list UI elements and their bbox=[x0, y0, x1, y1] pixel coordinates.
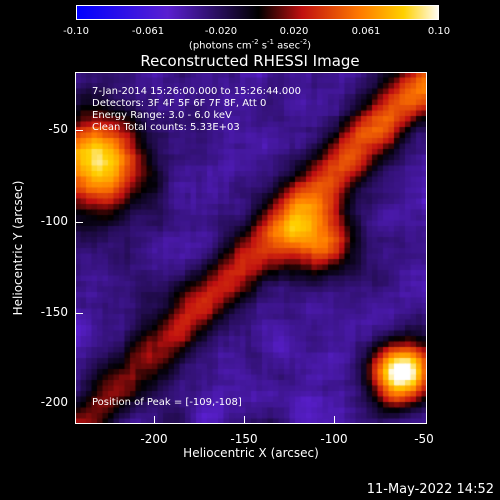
x-tick-mark bbox=[334, 416, 335, 424]
heatmap-image[interactable] bbox=[75, 72, 427, 424]
x-tick-label: -100 bbox=[320, 432, 348, 446]
y-tick-mark bbox=[75, 222, 83, 223]
x-tick-label: -200 bbox=[140, 432, 168, 446]
timestamp: 11-May-2022 14:52 bbox=[366, 482, 494, 497]
annotation-time-range: 7-Jan-2014 15:26:00.000 to 15:26:44.000 bbox=[92, 86, 301, 97]
annotation-energy-range: Energy Range: 3.0 - 6.0 keV bbox=[92, 110, 232, 121]
annotation-total-counts: Clean Total counts: 5.33E+03 bbox=[92, 122, 240, 133]
x-tick-mark bbox=[154, 416, 155, 424]
colorbar-tick: -0.10 bbox=[63, 26, 89, 37]
colorbar-units: (photons cm-2 s-1 asec-2) bbox=[188, 38, 312, 52]
x-axis-label: Heliocentric X (arcsec) bbox=[183, 446, 319, 460]
annotation-detectors: Detectors: 3F 4F 5F 6F 7F 8F, Att 0 bbox=[92, 98, 267, 109]
annotation-peak-position: Position of Peak = [-109,-108] bbox=[92, 397, 242, 408]
x-tick-mark bbox=[244, 416, 245, 424]
y-tick-label: -200 bbox=[40, 395, 68, 409]
y-tick-label: -150 bbox=[40, 305, 68, 319]
y-tick-mark bbox=[75, 130, 83, 131]
y-axis-label: Heliocentric Y (arcsec) bbox=[11, 180, 25, 316]
y-tick-label: -50 bbox=[48, 122, 68, 136]
x-tick-label: -50 bbox=[414, 432, 434, 446]
y-tick-mark bbox=[75, 313, 83, 314]
plot-title: Reconstructed RHESSI Image bbox=[140, 52, 360, 70]
colorbar-tick: -0.061 bbox=[131, 26, 165, 37]
colorbar-tick: 0.10 bbox=[427, 26, 451, 37]
x-tick-label: -150 bbox=[230, 432, 258, 446]
colorbar-tick: -0.020 bbox=[204, 26, 238, 37]
colorbar-tick: 0.020 bbox=[279, 26, 309, 37]
y-tick-label: -100 bbox=[40, 214, 68, 228]
colorbar-tick: 0.061 bbox=[351, 26, 381, 37]
colorbar-gradient bbox=[76, 5, 439, 20]
